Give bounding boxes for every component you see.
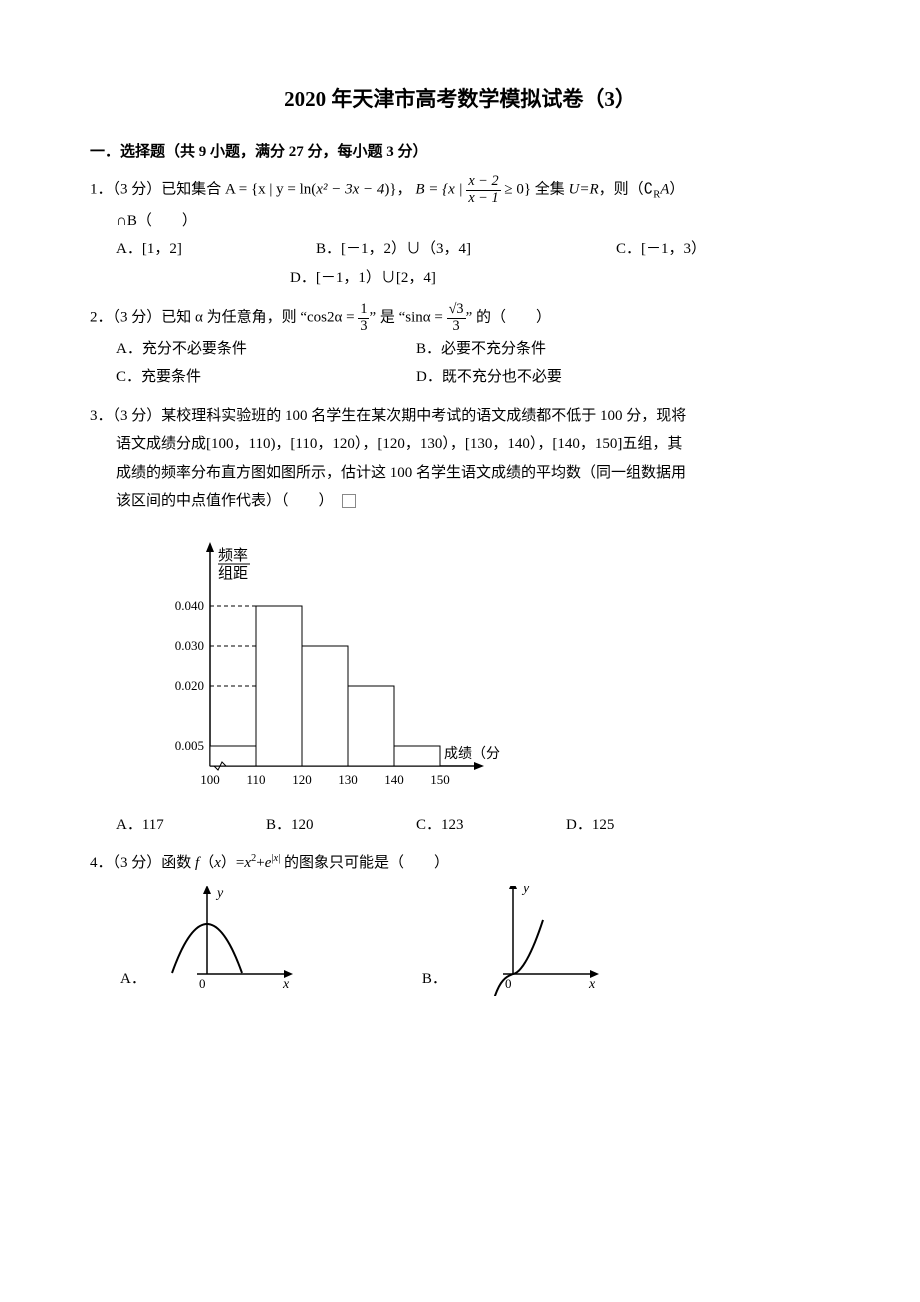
q1-line2: ∩B（ ）	[90, 207, 830, 236]
q2-opt-a: A．充分不必要条件	[116, 335, 416, 364]
section-header: 一．选择题（共 9 小题，满分 27 分，每小题 3 分）	[90, 138, 830, 167]
svg-text:140: 140	[384, 772, 404, 787]
q1-B-lead: B = {x |	[415, 182, 466, 198]
q2-stem: 2．（3 分）已知 α 为任意角，则 “cos2α = 13” 是 “sinα …	[90, 302, 830, 334]
q2-opt-d: D．既不充分也不必要	[416, 363, 562, 392]
q2-tail: ” 的（ ）	[466, 310, 551, 326]
question-4: 4．（3 分）函数 f（x）=x2+e|x| 的图象只可能是（ ） A． y x 0…	[90, 849, 830, 996]
q1-frac-n: x − 2	[466, 174, 500, 191]
q1-expr: x² − 3x − 4	[316, 182, 384, 198]
svg-text:x: x	[282, 977, 290, 992]
q1-lead: 1．（3 分）已知集合 A = {x | y = ln(	[90, 182, 316, 198]
question-1: 1．（3 分）已知集合 A = {x | y = ln(x² − 3x − 4)…	[90, 174, 830, 292]
histogram: 频率组距成绩（分数） 0.005 0.020 0.030 0.040 100 110 120 1…	[90, 526, 830, 806]
q2-f2d: 3	[447, 319, 466, 335]
q1-after-expr: )}，	[384, 182, 415, 198]
svg-text:0.030: 0.030	[175, 638, 204, 653]
cursor-icon	[342, 494, 356, 508]
q4-stem: 4．（3 分）函数 f（x）=x2+e|x| 的图象只可能是（ ）	[90, 849, 830, 878]
graph-a-svg: y x 0	[152, 886, 302, 996]
svg-text:成绩（分数）: 成绩（分数）	[444, 746, 500, 762]
svg-text:0: 0	[199, 976, 206, 991]
q1-opt-a: A．[1，2]	[116, 235, 276, 264]
q2-f1: 13	[358, 302, 369, 334]
q4-graph-b: B． yx0	[422, 886, 603, 996]
q2-opt-b: B．必要不充分条件	[416, 335, 546, 364]
q2-f1n: 1	[358, 302, 369, 319]
q3-opt-b: B．120	[266, 811, 416, 840]
q3-l4: 该区间的中点值作代表）（ ）	[116, 487, 334, 516]
q2-mid: ” 是 “sinα =	[369, 310, 446, 326]
q4-line-a: 4．（3 分）函数 f（x）=x2+e|x| 的图象只可能是（ ）	[90, 855, 449, 871]
svg-text:100: 100	[200, 772, 220, 787]
q1-frac-d: x − 1	[466, 191, 500, 207]
q2-opt-c: C．充要条件	[116, 363, 416, 392]
q2-f2: √33	[447, 302, 466, 334]
svg-text:y: y	[521, 886, 530, 896]
q1-frac: x − 2x − 1	[466, 174, 500, 206]
q3-l3: 成绩的频率分布直方图如图所示，估计这 100 名学生语文成绩的平均数（同一组数据…	[90, 459, 830, 488]
q3-l2: 语文成绩分成[100，110)，[110，120），[120，130），[130…	[90, 430, 830, 459]
q2-f1d: 3	[358, 319, 369, 335]
svg-text:120: 120	[292, 772, 312, 787]
q1-after-frac: ≥ 0} 全集	[501, 182, 569, 198]
q1-opt-c: C．[－1，3）	[616, 235, 706, 264]
svg-text:0.040: 0.040	[175, 598, 204, 613]
svg-text:组距: 组距	[218, 565, 248, 582]
q4-graphs: A． y x 0 B． y x 0	[90, 886, 830, 996]
q2-lead: 2．（3 分）已知 α 为任意角，则 “cos2α =	[90, 310, 358, 326]
q4-graph-a: A． y x 0	[120, 886, 302, 996]
q1-stem: 1．（3 分）已知集合 A = {x | y = ln(x² − 3x − 4)…	[90, 174, 830, 206]
svg-text:0.005: 0.005	[175, 738, 204, 753]
svg-text:150: 150	[430, 772, 450, 787]
question-2: 2．（3 分）已知 α 为任意角，则 “cos2α = 13” 是 “sinα …	[90, 302, 830, 391]
q3-l1: 3．（3 分）某校理科实验班的 100 名学生在某次期中考试的语文成绩都不低于 …	[90, 402, 830, 431]
q2-f2n: √3	[447, 302, 466, 319]
svg-text:y: y	[215, 886, 224, 901]
q1-opt-d: D．[－1，1）∪[2，4]	[290, 264, 436, 293]
q4-opt-a: A．	[120, 965, 146, 996]
q1-tail2: ）	[669, 182, 684, 198]
question-3: 3．（3 分）某校理科实验班的 100 名学生在某次期中考试的语文成绩都不低于 …	[90, 402, 830, 840]
svg-text:110: 110	[246, 772, 265, 787]
q1-opt-b: B．[－1，2）∪（3，4]	[316, 235, 576, 264]
complement-icon: ∁	[644, 182, 654, 198]
svg-text:130: 130	[338, 772, 358, 787]
svg-text:频率: 频率	[218, 547, 248, 564]
page-title: 2020 年天津市高考数学模拟试卷（3）	[90, 80, 830, 120]
svg-text:0.020: 0.020	[175, 678, 204, 693]
q3-opt-c: C．123	[416, 811, 566, 840]
q1-tail1: ，则（	[599, 182, 644, 198]
histogram-svg: 频率组距成绩（分数） 0.005 0.020 0.030 0.040 100 110 120 1…	[140, 526, 500, 806]
q3-opt-d: D．125	[566, 811, 614, 840]
q4-opt-b: B．	[422, 965, 447, 996]
graph-b-svg: yx0	[453, 886, 603, 996]
q1-UeqR: U=R	[569, 182, 599, 198]
q3-opt-a: A．117	[116, 811, 266, 840]
svg-text:x: x	[588, 977, 596, 992]
